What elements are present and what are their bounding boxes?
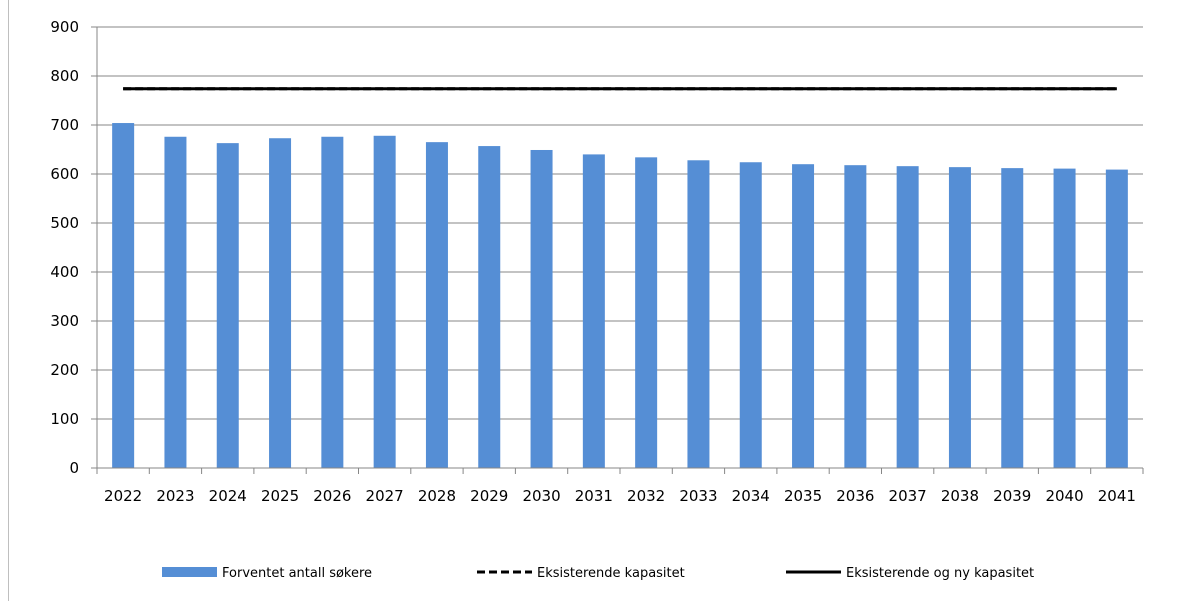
y-tick-label: 200 — [50, 361, 79, 379]
bar-2022 — [112, 123, 135, 468]
bar-2033 — [687, 160, 710, 468]
x-tick-label: 2034 — [732, 487, 770, 505]
bar-2039 — [1001, 168, 1024, 468]
axes — [91, 26, 1144, 474]
y-tick-label: 700 — [50, 116, 79, 134]
bar-2023 — [164, 136, 187, 468]
legend-swatch — [162, 567, 217, 577]
x-tick-label: 2036 — [836, 487, 874, 505]
y-tick-label: 300 — [50, 312, 79, 330]
bar-2028 — [425, 142, 448, 468]
x-tick-label: 2032 — [627, 487, 665, 505]
y-tick-label: 600 — [50, 165, 79, 183]
legend-label: Eksisterende og ny kapasitet — [846, 566, 1034, 581]
legend-item: Eksisterende kapasitet — [477, 566, 685, 581]
y-axis-tick-labels: 0 100 200 300 400 500 600 700 800 900 — [50, 18, 79, 477]
x-tick-label: 2035 — [784, 487, 822, 505]
x-tick-label: 2040 — [1045, 487, 1083, 505]
bar-2040 — [1053, 168, 1076, 469]
x-tick-label: 2023 — [156, 487, 194, 505]
x-tick-label: 2027 — [366, 487, 404, 505]
bar-2026 — [321, 136, 344, 468]
legend: Forventet antall søkere Eksisterende kapa… — [162, 566, 1034, 581]
y-tick-label: 800 — [50, 67, 79, 85]
legend-item: Eksisterende og ny kapasitet — [786, 566, 1034, 581]
bar-2027 — [373, 135, 396, 468]
x-tick-label: 2026 — [313, 487, 351, 505]
x-tick-label: 2039 — [993, 487, 1031, 505]
bar-2035 — [792, 164, 815, 468]
bar-2038 — [948, 167, 971, 468]
legend-label: Eksisterende kapasitet — [537, 566, 685, 581]
bar-2032 — [635, 157, 658, 468]
x-tick-label: 2041 — [1098, 487, 1136, 505]
bar-2036 — [844, 165, 867, 468]
bar-2024 — [216, 143, 239, 468]
x-tick-label: 2028 — [418, 487, 456, 505]
x-tick-label: 2031 — [575, 487, 613, 505]
x-tick-label: 2029 — [470, 487, 508, 505]
bar-2041 — [1105, 169, 1128, 468]
x-tick-label: 2024 — [209, 487, 247, 505]
bar-series — [112, 123, 1128, 469]
bar-2030 — [530, 149, 553, 469]
x-tick-label: 2025 — [261, 487, 299, 505]
x-tick-label: 2022 — [104, 487, 142, 505]
y-tick-label: 0 — [69, 459, 79, 477]
legend-item: Forventet antall søkere — [162, 566, 372, 581]
bar-2025 — [269, 138, 292, 469]
x-tick-label: 2038 — [941, 487, 979, 505]
gridlines — [97, 26, 1143, 420]
chart-frame-border — [8, 0, 9, 601]
bar-2029 — [478, 146, 501, 468]
legend-label: Forventet antall søkere — [222, 566, 372, 581]
x-tick-label: 2030 — [522, 487, 560, 505]
x-tick-label: 2037 — [889, 487, 927, 505]
bar-2031 — [582, 154, 605, 468]
y-tick-label: 100 — [50, 410, 79, 428]
bar-2037 — [896, 166, 919, 468]
y-tick-label: 400 — [50, 263, 79, 281]
bar-2034 — [739, 162, 762, 469]
y-tick-label: 500 — [50, 214, 79, 232]
x-tick-label: 2033 — [679, 487, 717, 505]
y-tick-label: 900 — [50, 18, 79, 36]
x-axis-tick-labels: 2022 2023 2024 2025 2026 2027 2028 2029 2030 2031… — [104, 487, 1136, 505]
